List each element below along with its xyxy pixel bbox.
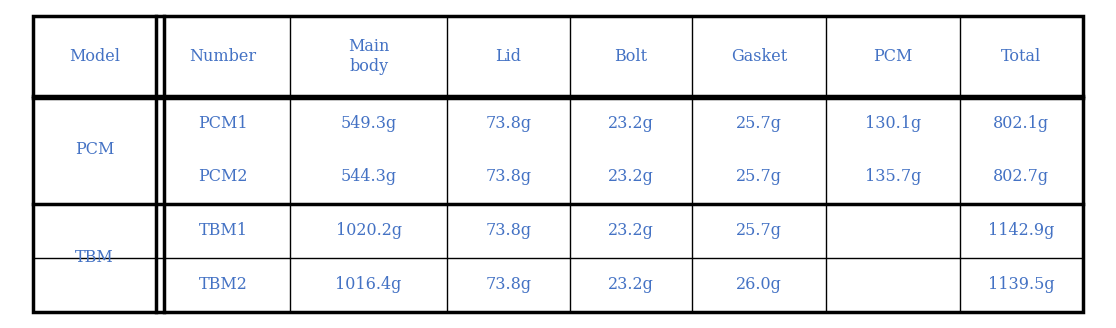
Text: 130.1g: 130.1g [865, 114, 921, 132]
Text: 802.7g: 802.7g [993, 168, 1049, 185]
Text: TBM: TBM [75, 249, 114, 266]
Text: 23.2g: 23.2g [608, 276, 654, 293]
Text: 549.3g: 549.3g [340, 114, 396, 132]
Text: Gasket: Gasket [731, 48, 787, 65]
Text: 544.3g: 544.3g [340, 168, 396, 185]
Text: 73.8g: 73.8g [485, 276, 531, 293]
Text: Total: Total [1001, 48, 1041, 65]
Text: 1139.5g: 1139.5g [988, 276, 1055, 293]
Text: 1016.4g: 1016.4g [336, 276, 402, 293]
Text: PCM: PCM [874, 48, 913, 65]
Text: PCM1: PCM1 [198, 114, 248, 132]
Text: Bolt: Bolt [614, 48, 647, 65]
Text: 73.8g: 73.8g [485, 222, 531, 239]
Text: Main
body: Main body [348, 38, 389, 74]
Text: 23.2g: 23.2g [608, 168, 654, 185]
Bar [33, 16, 1083, 312]
Text: PCM2: PCM2 [199, 168, 248, 185]
Text: 1142.9g: 1142.9g [988, 222, 1055, 239]
Text: Number: Number [190, 48, 257, 65]
Text: TBM1: TBM1 [199, 222, 248, 239]
Text: 25.7g: 25.7g [737, 168, 782, 185]
Text: PCM: PCM [75, 141, 114, 158]
Text: Lid: Lid [496, 48, 521, 65]
Text: 23.2g: 23.2g [608, 114, 654, 132]
Text: 26.0g: 26.0g [737, 276, 782, 293]
Text: TBM2: TBM2 [199, 276, 248, 293]
Text: 1020.2g: 1020.2g [336, 222, 402, 239]
Text: 802.1g: 802.1g [993, 114, 1049, 132]
Text: 25.7g: 25.7g [737, 222, 782, 239]
Text: 25.7g: 25.7g [737, 114, 782, 132]
Text: 23.2g: 23.2g [608, 222, 654, 239]
Text: 73.8g: 73.8g [485, 168, 531, 185]
Text: Model: Model [69, 48, 121, 65]
Text: 73.8g: 73.8g [485, 114, 531, 132]
Text: 135.7g: 135.7g [865, 168, 922, 185]
